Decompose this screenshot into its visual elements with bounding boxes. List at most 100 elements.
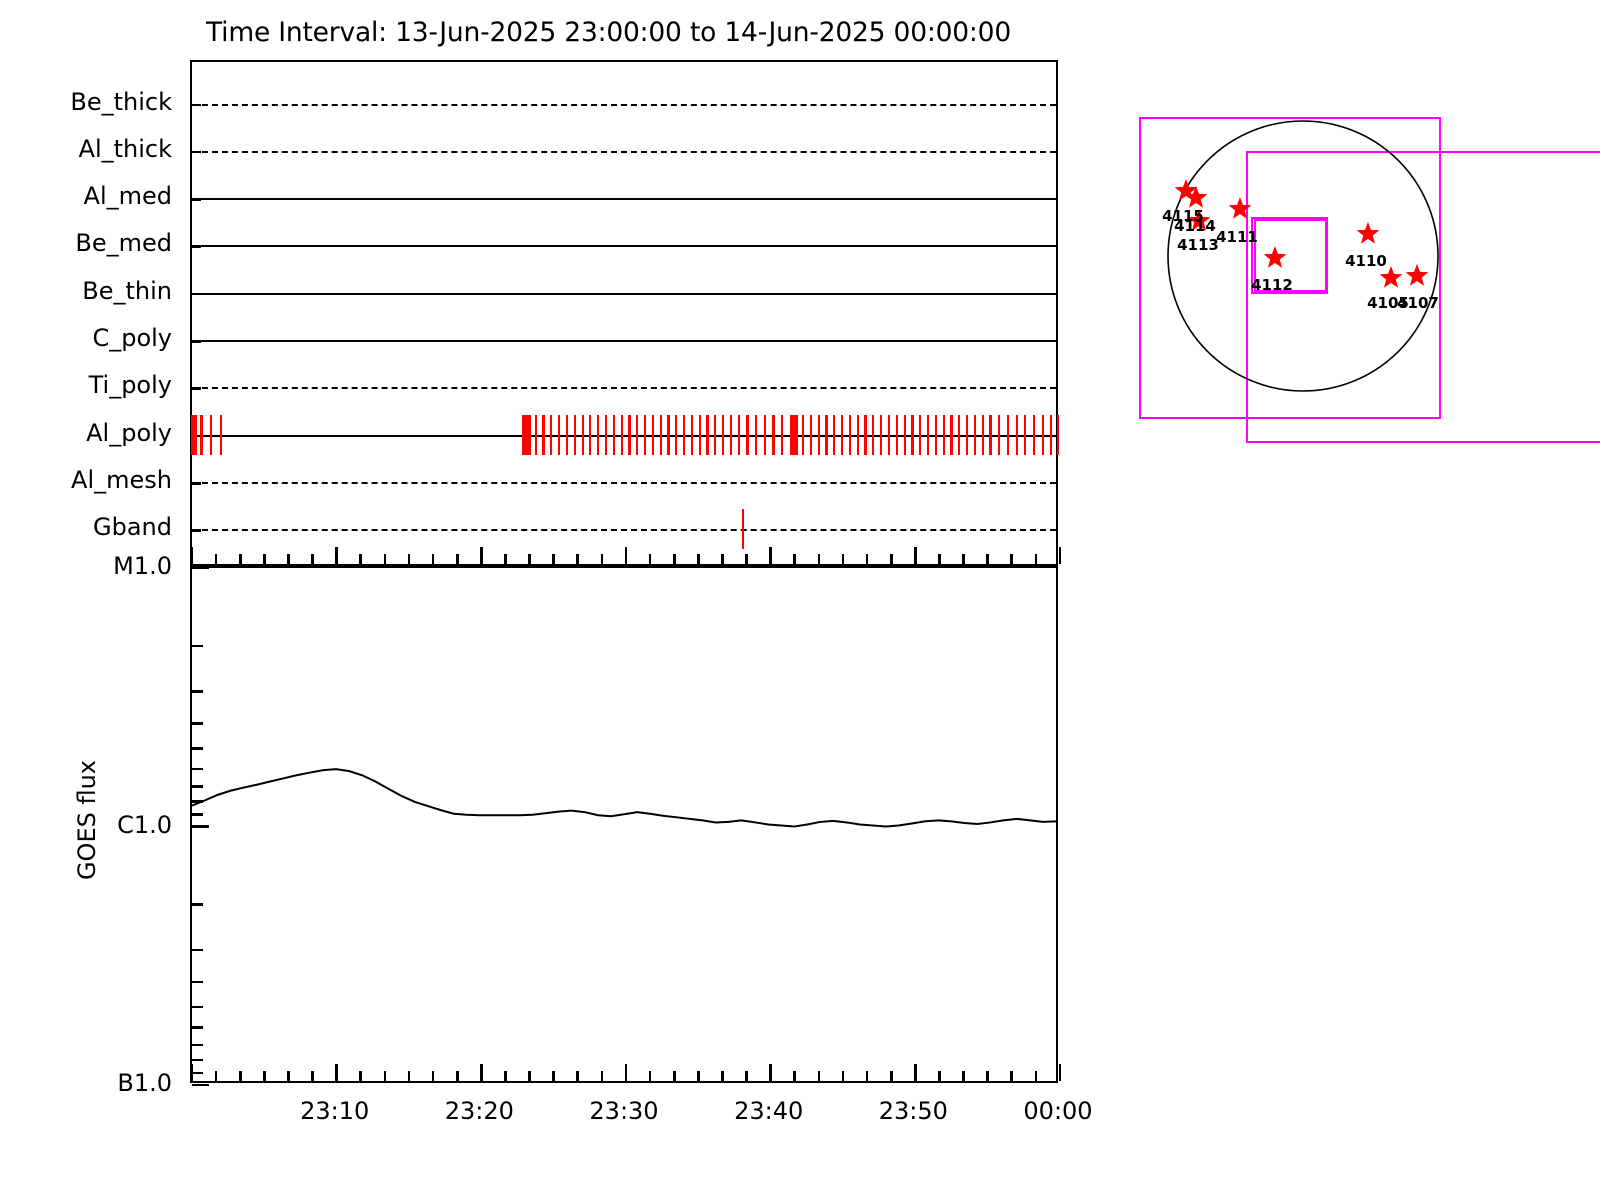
filter-axis-tick <box>192 340 201 343</box>
event-tick-al_poly <box>746 414 749 455</box>
x-axis-major-tick <box>769 547 772 564</box>
goes-y-minor-tick <box>192 722 203 725</box>
x-axis-minor-tick <box>889 554 893 564</box>
event-tick-al_poly <box>755 414 758 455</box>
event-tick-al_poly <box>190 414 197 455</box>
x-axis-minor-tick <box>407 1071 411 1081</box>
active-region-star-4105[interactable] <box>1379 266 1403 288</box>
event-tick-al_poly <box>903 414 906 455</box>
x-axis-minor-tick <box>721 554 724 564</box>
x-axis-minor-tick <box>1034 1071 1038 1081</box>
x-axis-minor-tick <box>938 554 941 564</box>
active-region-label-4105: 4105 <box>1367 294 1409 312</box>
filter-line-al_poly <box>192 434 1056 437</box>
x-axis-minor-tick <box>648 1071 652 1081</box>
filter-line-be_thick <box>192 103 1056 106</box>
goes-flux-panel[interactable] <box>190 566 1062 1087</box>
x-axis-minor-tick <box>214 554 218 564</box>
event-tick-al_poly <box>998 414 1001 455</box>
event-tick-al_poly <box>589 414 592 455</box>
goes-y-minor-tick <box>192 1071 203 1075</box>
event-tick-al_poly <box>1006 414 1009 455</box>
x-axis-minor-tick <box>745 1071 748 1081</box>
goes-y-axis-labels: M1.0 C1.0 B1.0 <box>0 552 182 1097</box>
goes-x-tick-label: 00:00 <box>1023 1097 1093 1125</box>
x-axis-minor-tick <box>841 554 845 564</box>
solar-disk-diagram <box>1139 117 1600 443</box>
x-axis-minor-tick <box>817 1071 821 1081</box>
event-tick-al_poly <box>926 414 930 455</box>
solar-disk-panel[interactable]: 4115 4114 4113 4111 4112 4110 4105 4107 <box>1100 90 1600 510</box>
goes-y-minor-tick <box>192 644 203 648</box>
event-tick-al_poly <box>772 414 775 455</box>
event-tick-al_poly <box>524 414 531 455</box>
active-region-star-4107[interactable] <box>1405 264 1429 286</box>
goes-y-minor-tick <box>192 785 203 788</box>
x-axis-minor-tick <box>238 554 242 564</box>
x-axis-minor-tick <box>672 1071 676 1081</box>
event-tick-al_poly <box>604 414 608 455</box>
event-tick-al_poly <box>958 414 961 455</box>
event-tick-al_poly <box>667 414 670 455</box>
event-tick-al_poly <box>659 414 662 455</box>
solar-limb-circle <box>1167 120 1439 392</box>
event-tick-al_poly <box>1015 414 1018 455</box>
filter-label-column: Be_thick Al_thick Al_med Be_med Be_thin C_pol… <box>0 60 182 566</box>
x-axis-minor-tick <box>986 554 989 564</box>
active-region-star-4115[interactable] <box>1174 179 1198 201</box>
filter-axis-tick <box>192 245 201 249</box>
filter-label-al_thick: Al_thick <box>78 134 172 163</box>
active-region-label-4114: 4114 <box>1174 217 1216 235</box>
x-axis-major-tick <box>335 547 338 564</box>
event-tick-al_poly <box>722 414 725 455</box>
goes-flux-curve <box>192 769 1056 826</box>
active-region-star-4112[interactable] <box>1263 246 1287 268</box>
event-tick-al_poly <box>729 414 733 455</box>
event-tick-al_poly <box>714 414 717 455</box>
active-region-star-4114[interactable] <box>1184 186 1208 208</box>
filter-timeline-panel[interactable] <box>190 60 1062 566</box>
event-tick-al_poly <box>934 414 937 455</box>
filter-label-gband: Gband <box>93 513 172 542</box>
event-tick-al_poly <box>781 414 784 455</box>
event-tick-al_poly <box>864 414 867 455</box>
filter-label-al_mesh: Al_mesh <box>71 465 172 494</box>
goes-y-tick-label: B1.0 <box>117 1069 172 1097</box>
goes-y-major-tick <box>192 1083 209 1087</box>
filter-label-be_thin: Be_thin <box>82 276 172 305</box>
event-tick-al_poly <box>973 414 977 455</box>
x-axis-minor-tick <box>359 1071 363 1081</box>
x-axis-minor-tick <box>672 554 676 564</box>
event-tick-al_poly <box>1041 414 1044 455</box>
x-axis-major-tick <box>480 547 483 564</box>
x-axis-minor-tick <box>504 554 507 564</box>
goes-x-tick-label: 23:20 <box>444 1097 514 1125</box>
filter-label-ti_poly: Ti_poly <box>88 371 172 400</box>
x-axis-minor-tick <box>1034 554 1038 564</box>
filter-axis-tick <box>192 387 201 390</box>
filter-label-al_med: Al_med <box>83 182 172 211</box>
x-axis-minor-tick <box>311 554 314 564</box>
x-axis-minor-tick <box>962 1071 965 1081</box>
event-tick-al_poly <box>643 414 647 455</box>
x-axis-minor-tick <box>576 554 580 564</box>
goes-y-minor-tick <box>192 1026 203 1029</box>
fov-box-small2 <box>1254 219 1327 292</box>
x-axis-minor-tick <box>962 554 965 564</box>
filter-axis-tick <box>192 481 201 485</box>
active-region-label-4113: 4113 <box>1177 236 1219 254</box>
x-axis-minor-tick <box>841 1071 845 1081</box>
goes-x-tick-label: 23:10 <box>300 1097 370 1125</box>
filter-label-c_poly: C_poly <box>92 324 172 353</box>
active-region-star-4111[interactable] <box>1228 197 1252 219</box>
x-axis-minor-tick <box>793 554 797 564</box>
active-region-star-4113[interactable] <box>1187 209 1211 231</box>
x-axis-minor-tick <box>986 1071 989 1081</box>
filter-axis-tick <box>192 292 201 296</box>
event-tick-al_poly <box>581 414 584 455</box>
event-tick-al_poly <box>628 414 631 455</box>
active-region-star-4110[interactable] <box>1356 222 1380 244</box>
event-tick-al_poly <box>989 414 992 455</box>
event-tick-al_poly <box>895 414 898 455</box>
active-region-label-4110: 4110 <box>1345 252 1387 270</box>
